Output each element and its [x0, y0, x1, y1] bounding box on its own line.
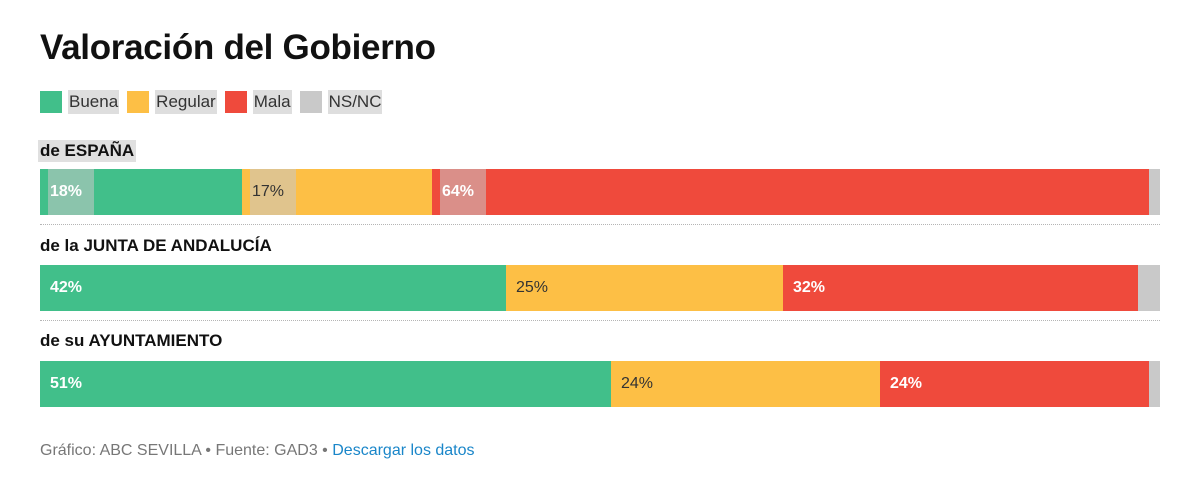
label-highlight-box [250, 169, 296, 215]
bar-value-label: 51% [50, 375, 83, 392]
chart-footer: Gráfico: ABC SEVILLA • Fuente: GAD3 • De… [40, 442, 475, 460]
row-label-junta: de la JUNTA DE ANDALUCÍA [40, 236, 272, 255]
bar-value-label: 32% [793, 279, 826, 296]
bar-segment-buena: 18% [40, 169, 242, 215]
legend-item-nsnc: NS/NC [299, 90, 383, 114]
bar-segment-nsnc [1149, 169, 1160, 215]
download-data-link[interactable]: Descargar los datos [332, 442, 475, 459]
bar-segment-nsnc [1138, 265, 1160, 311]
bar-segment-mala: 64% [432, 169, 1149, 215]
bar-row-ayuntamiento: 51% 24% 24% [40, 361, 1160, 407]
bar-row-espana: 18% 17% 64% [40, 169, 1160, 215]
legend-swatch-regular [127, 91, 150, 113]
bar-value-label: 64% [442, 183, 475, 200]
label-highlight-box [440, 169, 486, 215]
bar-segment-regular: 17% [242, 169, 432, 215]
row-divider [40, 224, 1160, 225]
bar-value-label: 18% [50, 183, 83, 200]
bar-segment-buena: 42% [40, 265, 506, 311]
bar-value-label: 42% [50, 279, 83, 296]
chart-title: Valoración del Gobierno [40, 28, 436, 67]
label-highlight-box [48, 169, 94, 215]
bar-value-label: 25% [516, 279, 549, 296]
bar-row-junta: 42% 25% 32% [40, 265, 1160, 311]
legend-label-mala: Mala [252, 90, 292, 114]
bar-segment-regular: 24% [611, 361, 880, 407]
footer-credits: Gráfico: ABC SEVILLA • Fuente: GAD3 • [40, 442, 328, 459]
legend-label-buena: Buena [68, 90, 120, 114]
legend-swatch-mala [224, 91, 247, 113]
legend-label-nsnc: NS/NC [327, 90, 383, 114]
bar-value-label: 24% [621, 375, 654, 392]
legend-item-mala: Mala [224, 90, 292, 114]
bar-segment-nsnc [1149, 361, 1160, 407]
bar-segment-regular: 25% [506, 265, 783, 311]
legend-label-regular: Regular [155, 90, 217, 114]
legend-item-regular: Regular [127, 90, 217, 114]
legend-swatch-buena [40, 91, 62, 113]
bar-segment-mala: 24% [880, 361, 1149, 407]
legend-swatch-nsnc [299, 91, 322, 113]
row-label-espana: de ESPAÑA [38, 140, 137, 162]
row-label-ayuntamiento: de su AYUNTAMIENTO [40, 331, 223, 350]
bar-value-label: 24% [890, 375, 923, 392]
bar-segment-buena: 51% [40, 361, 611, 407]
bar-segment-mala: 32% [783, 265, 1138, 311]
row-divider [40, 320, 1160, 321]
bar-value-label: 17% [252, 183, 285, 200]
legend: Buena Regular Mala NS/NC [40, 90, 390, 114]
legend-item-buena: Buena [40, 90, 120, 114]
